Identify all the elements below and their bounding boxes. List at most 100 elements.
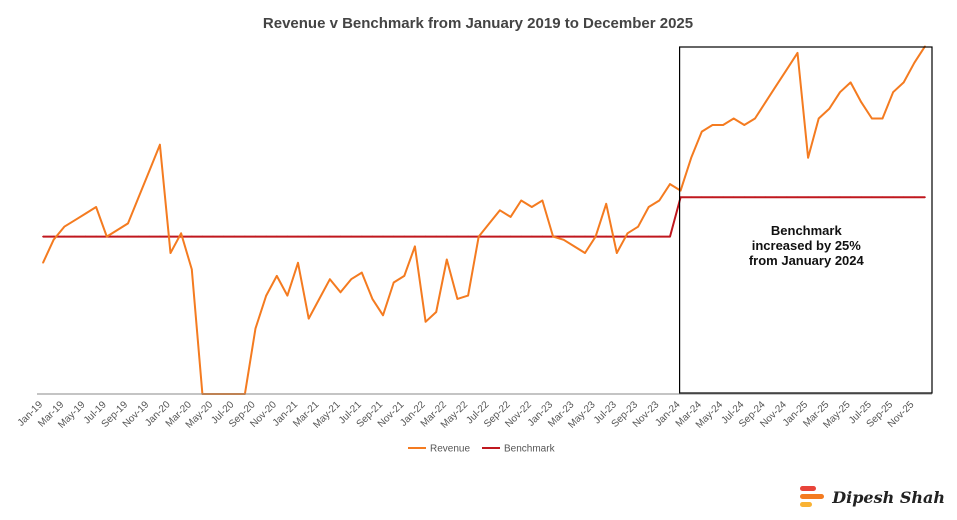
data-point-revenue [180, 232, 182, 235]
data-point-benchmark [626, 235, 629, 238]
data-point-revenue [520, 199, 522, 202]
data-point-revenue [605, 203, 607, 205]
data-point-benchmark [509, 235, 512, 238]
data-point-benchmark [244, 235, 246, 238]
data-point-revenue [137, 196, 140, 198]
data-point-benchmark [637, 235, 639, 238]
data-point-revenue [254, 327, 257, 330]
data-point-benchmark [711, 196, 714, 198]
data-point-benchmark [329, 235, 331, 238]
data-point-benchmark [297, 235, 299, 238]
data-point-revenue [74, 219, 76, 221]
data-point-benchmark [531, 235, 533, 238]
data-point-revenue [148, 170, 151, 172]
data-point-revenue [775, 84, 777, 87]
data-point-revenue [499, 209, 501, 212]
data-point-benchmark [414, 235, 416, 238]
data-point-benchmark [318, 235, 321, 238]
data-point-benchmark [446, 235, 448, 238]
data-point-benchmark [924, 196, 926, 198]
annotation-line-3: from January 2024 [749, 253, 865, 268]
data-point-revenue [881, 117, 884, 120]
data-point-revenue [541, 199, 544, 202]
data-point-revenue [339, 291, 342, 294]
data-point-revenue [382, 314, 384, 317]
data-point-benchmark [191, 235, 193, 238]
series-line-benchmark [43, 196, 925, 238]
data-point-benchmark [403, 235, 406, 238]
data-point-revenue [764, 101, 767, 103]
data-point-benchmark [148, 235, 151, 238]
data-point-revenue [307, 317, 310, 320]
data-point-benchmark [786, 196, 788, 198]
data-point-benchmark [828, 196, 831, 198]
series-line-revenue [42, 45, 926, 395]
data-point-revenue [106, 235, 108, 238]
data-point-revenue [754, 117, 756, 120]
data-point-revenue [403, 275, 406, 277]
data-point-revenue [63, 225, 66, 228]
data-point-benchmark [52, 235, 55, 238]
data-point-revenue [902, 81, 905, 84]
data-point-benchmark [116, 235, 119, 238]
data-point-benchmark [902, 196, 905, 198]
data-point-benchmark [339, 235, 342, 238]
data-point-revenue [743, 124, 746, 126]
data-point-benchmark [286, 235, 289, 238]
data-point-benchmark [839, 196, 841, 198]
data-point-benchmark [892, 196, 894, 198]
data-point-benchmark [467, 235, 469, 238]
data-point-revenue [169, 252, 172, 254]
data-point-benchmark [84, 235, 87, 238]
data-point-revenue [722, 124, 724, 126]
data-point-benchmark [435, 235, 438, 238]
data-point-benchmark [881, 196, 884, 198]
data-point-revenue [637, 225, 639, 228]
data-point-revenue [276, 275, 278, 277]
annotation-line-2: increased by 25% [752, 238, 862, 253]
data-point-benchmark [424, 235, 427, 238]
data-point-benchmark [871, 196, 873, 198]
data-point-revenue [95, 206, 97, 208]
data-point-revenue [573, 245, 576, 248]
data-point-revenue [318, 298, 321, 300]
data-point-benchmark [743, 196, 746, 198]
legend-label-benchmark: Benchmark [504, 444, 556, 455]
data-point-benchmark [382, 235, 384, 238]
data-point-revenue [860, 101, 862, 103]
data-point-revenue [265, 294, 268, 297]
data-point-revenue [477, 235, 480, 238]
data-point-revenue [531, 206, 533, 208]
data-point-revenue [701, 130, 703, 133]
data-point-revenue [690, 157, 692, 159]
data-point-benchmark [669, 235, 671, 238]
data-point-revenue [584, 252, 586, 254]
data-point-benchmark [658, 235, 661, 238]
data-point-revenue [786, 68, 788, 71]
data-point-benchmark [307, 235, 310, 238]
data-point-revenue [42, 262, 44, 264]
data-point-benchmark [849, 196, 852, 198]
data-point-revenue [191, 268, 193, 271]
data-point-benchmark [807, 196, 809, 198]
data-point-benchmark [63, 235, 66, 238]
data-point-benchmark [775, 196, 777, 198]
data-point-revenue [807, 157, 809, 159]
data-point-revenue [913, 61, 916, 64]
data-point-revenue [669, 183, 671, 185]
data-point-benchmark [42, 235, 44, 238]
x-axis: Jan-19Mar-19May-19Jul-19Sep-19Nov-19Jan-… [16, 393, 932, 431]
data-point-revenue [392, 281, 395, 284]
data-point-benchmark [456, 235, 459, 238]
data-point-revenue [658, 199, 661, 202]
data-point-benchmark [159, 235, 161, 238]
data-point-revenue [711, 124, 714, 126]
data-point-revenue [414, 245, 416, 248]
data-point-revenue [446, 258, 448, 261]
data-point-benchmark [562, 235, 565, 238]
data-point-revenue [732, 117, 735, 120]
brand-watermark: Dipesh Shah [800, 486, 945, 508]
data-point-benchmark [222, 235, 225, 238]
data-point-benchmark [212, 235, 214, 238]
